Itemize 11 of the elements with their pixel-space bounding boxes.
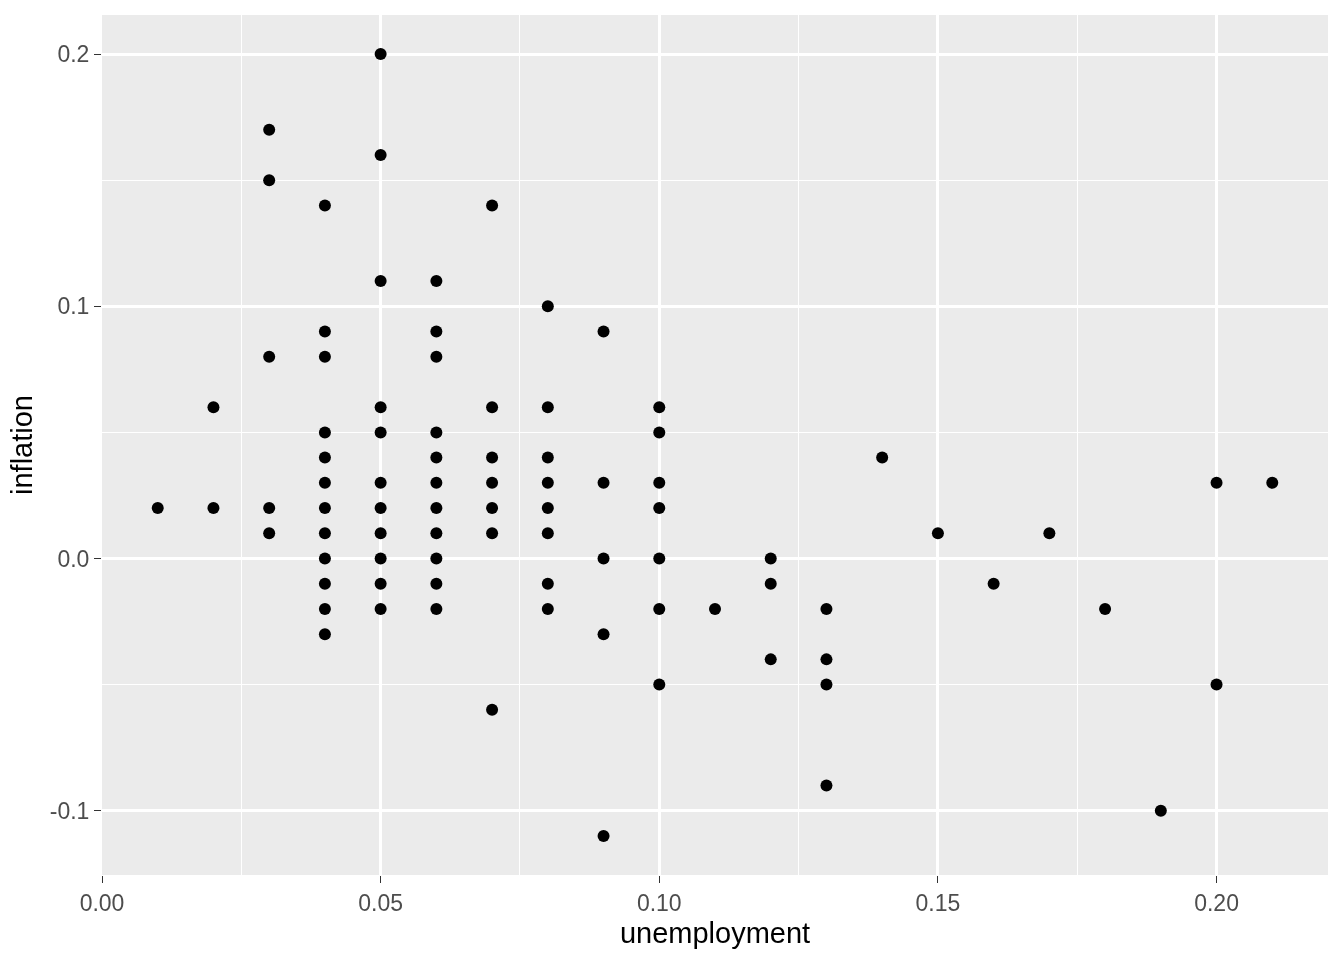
y-tick-label: 0.2 bbox=[57, 41, 90, 68]
x-axis-title: unemployment bbox=[619, 917, 811, 950]
y-tick-label: 0.0 bbox=[57, 545, 90, 572]
x-tick-label: 0.20 bbox=[1194, 889, 1239, 916]
x-tick-label: 0.05 bbox=[358, 889, 404, 916]
x-tick-label: 0.15 bbox=[915, 889, 961, 916]
x-tick-label: 0.10 bbox=[636, 889, 682, 916]
x-tick-label: 0.00 bbox=[79, 889, 125, 916]
y-axis-title: inflation bbox=[6, 395, 39, 495]
y-tick-label: -0.1 bbox=[49, 797, 90, 824]
y-tick-label: 0.1 bbox=[57, 293, 90, 320]
